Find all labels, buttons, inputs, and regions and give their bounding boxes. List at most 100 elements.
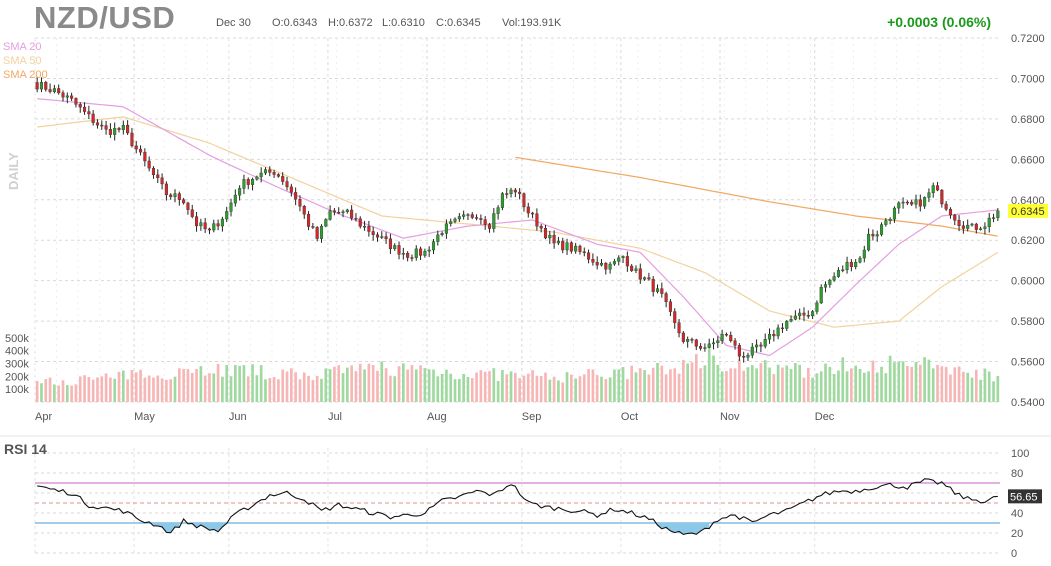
candle-body <box>879 224 884 235</box>
volume-bar <box>699 368 702 402</box>
volume-bar <box>496 380 500 402</box>
volume-bar <box>548 379 552 402</box>
candle-body <box>186 202 190 210</box>
volume-tick-label: 100k <box>5 384 29 396</box>
candle-body <box>798 312 802 317</box>
volume-bar <box>944 366 948 402</box>
candle-body <box>509 189 513 195</box>
volume-bar <box>686 363 690 402</box>
volume-bar <box>738 359 741 402</box>
candle-body <box>319 225 324 239</box>
volume-bar <box>626 379 629 402</box>
volume-bar <box>113 378 117 402</box>
candle-body <box>901 201 905 204</box>
candle-body <box>259 172 263 178</box>
candle-body <box>315 227 319 239</box>
volume-bar <box>393 376 397 402</box>
volume-bar <box>182 368 185 402</box>
candle-body <box>380 236 384 238</box>
candle-body <box>578 245 582 252</box>
month-label: Jun <box>229 411 247 423</box>
volume-bar <box>160 378 164 402</box>
candle-body <box>229 202 233 212</box>
rsi-tick-label: 40 <box>1011 508 1023 520</box>
candle-body <box>522 193 526 208</box>
sma20-line <box>37 98 998 357</box>
candle-body <box>190 209 194 217</box>
candle-body <box>591 259 595 263</box>
volume-bar <box>733 368 737 402</box>
volume-bar <box>48 377 52 402</box>
candle-body <box>70 95 74 99</box>
volume-label: Vol:193.91K <box>502 17 562 29</box>
candle-body <box>375 234 380 238</box>
candle-body <box>130 132 134 147</box>
volume-bar <box>203 375 207 402</box>
volume-bar <box>462 373 465 402</box>
candle-body <box>151 167 156 176</box>
volume-bar <box>272 377 276 402</box>
volume-bar <box>35 381 39 402</box>
volume-bar <box>285 371 289 402</box>
volume-bar <box>832 373 836 402</box>
candle-body <box>574 245 578 252</box>
volume-bar <box>427 369 431 402</box>
volume-bar <box>414 369 418 402</box>
volume-bar <box>186 369 190 402</box>
candle-body <box>729 334 733 342</box>
candle-body <box>436 234 440 242</box>
candle-body <box>595 262 599 266</box>
candle-body <box>410 257 414 259</box>
moving-averages <box>37 98 999 357</box>
volume-bar <box>367 363 371 402</box>
candle-body <box>147 160 151 169</box>
volume-bar <box>862 372 866 402</box>
volume-bar <box>294 372 297 402</box>
candle-body <box>858 257 862 263</box>
volume-bar <box>742 370 746 402</box>
candle-body <box>716 340 720 344</box>
candle-body <box>95 122 100 126</box>
candle-body <box>496 207 500 214</box>
candle-body <box>39 81 43 90</box>
candle-body <box>828 279 832 285</box>
volume-bar <box>216 364 220 402</box>
candle-body <box>914 199 918 205</box>
volume-bar <box>962 371 965 402</box>
candle-body <box>793 315 797 320</box>
volume-bar <box>492 368 496 402</box>
candle-body <box>543 227 548 239</box>
volume-bar <box>505 374 509 402</box>
price-tick-label: 0.6800 <box>1011 114 1045 126</box>
month-label: Dec <box>815 411 835 423</box>
candles <box>35 76 1000 363</box>
candle-body <box>621 256 625 259</box>
volume-bar <box>195 369 198 402</box>
volume-bar <box>703 365 707 402</box>
candle-body <box>139 148 143 153</box>
candle-body <box>625 256 629 267</box>
candle-body <box>500 193 504 208</box>
candle-body <box>711 342 716 345</box>
rsi-tick-label: 20 <box>1011 528 1023 540</box>
volume-bar <box>449 373 453 402</box>
volume-bar <box>268 377 272 402</box>
volume-bar <box>501 369 504 402</box>
candle-body <box>664 293 668 302</box>
candle-body <box>341 211 345 214</box>
low-label: L:0.6310 <box>382 17 425 29</box>
candle-body <box>57 88 61 94</box>
candle-body <box>345 209 349 212</box>
candle-body <box>849 262 853 267</box>
candle-body <box>160 177 164 185</box>
candle-body <box>281 176 285 182</box>
candle-body <box>776 327 780 337</box>
candle-body <box>492 213 496 229</box>
volume-bar <box>117 371 121 402</box>
candle-body <box>220 218 224 227</box>
volume-bar <box>940 366 944 402</box>
volume-bar <box>544 372 547 402</box>
candle-body <box>212 223 216 231</box>
candle-body <box>608 263 612 270</box>
